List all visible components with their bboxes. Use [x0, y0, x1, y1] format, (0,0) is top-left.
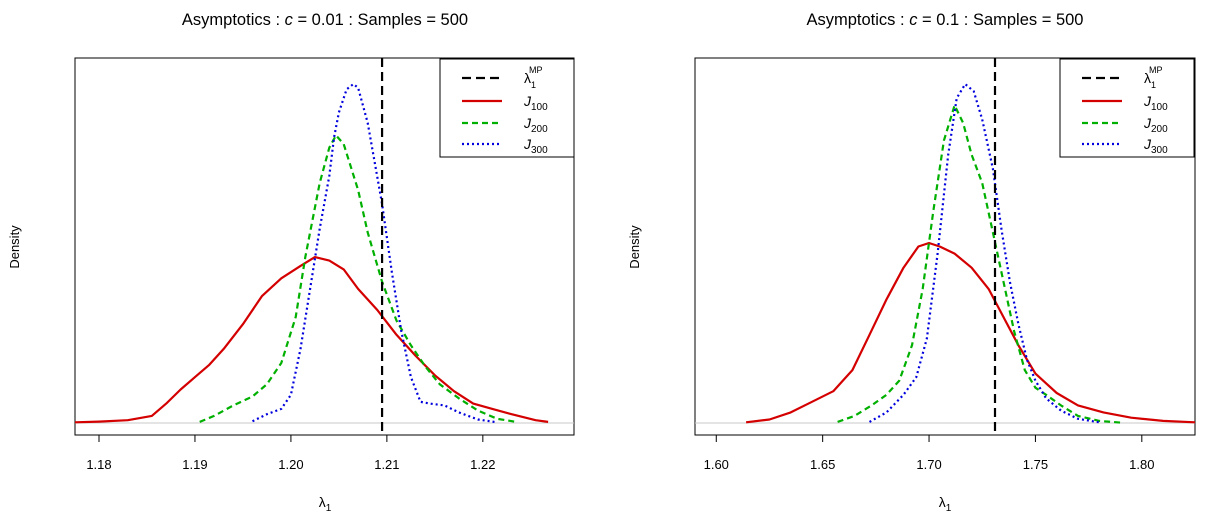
- legend-label-4: J300: [523, 136, 548, 156]
- x-axis-label: λ1: [319, 494, 332, 514]
- legend-label-main: J: [1143, 93, 1152, 109]
- legend-label-main: J: [1143, 115, 1152, 131]
- legend-label-1: λ1 MP: [1144, 65, 1163, 90]
- x-axis-ticks: 1.60 1.65 1.70 1.75 1.80: [704, 435, 1154, 472]
- x-tick-label: 1.65: [810, 457, 835, 472]
- series-group: [75, 82, 549, 424]
- x-tick-label: 1.20: [278, 457, 303, 472]
- x-tick-label: 1.18: [86, 457, 111, 472]
- legend-label-main: λ: [524, 70, 531, 86]
- chart-title: Asymptotics : c = 0.01 : Samples = 500: [182, 11, 468, 29]
- legend-label-main: J: [1143, 136, 1152, 152]
- legend-label-sub: 100: [1151, 102, 1168, 113]
- x-tick-label: 1.21: [374, 457, 399, 472]
- y-axis-label: Density: [7, 225, 22, 269]
- legend-label-2: J100: [1143, 93, 1168, 113]
- series-line-j-300: [868, 82, 1100, 424]
- x-tick-label: 1.80: [1129, 457, 1154, 472]
- title-suffix: = 0.01 : Samples = 500: [293, 11, 468, 29]
- series-line-j-100: [75, 256, 549, 424]
- legend-label-4: J300: [1143, 136, 1168, 156]
- x-tick-label: 1.19: [182, 457, 207, 472]
- legend-label-sup: MP: [529, 65, 543, 75]
- legend-box: [439, 58, 575, 158]
- legend-label-sub: 1: [1151, 80, 1156, 90]
- x-axis-label-sub: 1: [326, 503, 332, 514]
- x-tick-label: 1.22: [470, 457, 495, 472]
- x-tick-label: 1.60: [704, 457, 729, 472]
- title-c: c: [909, 11, 918, 29]
- title-suffix: = 0.1 : Samples = 500: [917, 11, 1083, 29]
- legend-label-sub: 200: [1151, 124, 1168, 135]
- legend-label-3: J200: [1143, 115, 1168, 135]
- x-axis-label: λ1: [939, 494, 952, 514]
- x-axis-label-sub: 1: [946, 503, 952, 514]
- legend-label-1: λ1 MP: [524, 65, 543, 90]
- x-axis-label-main: λ: [319, 494, 326, 510]
- legend-label-sub: 300: [1151, 145, 1168, 156]
- y-axis-label: Density: [627, 225, 642, 269]
- plot-frame: [694, 57, 1196, 436]
- series-line-j-200: [837, 104, 1121, 424]
- series-group: [745, 82, 1195, 424]
- x-axis-ticks: 1.18 1.19 1.20 1.21 1.22: [86, 435, 495, 472]
- series-line-j-200: [199, 134, 517, 423]
- series-line-j-100: [745, 241, 1195, 424]
- legend-label-main: J: [523, 136, 532, 152]
- title-prefix: Asymptotics :: [807, 11, 910, 29]
- legend-label-sub: 200: [531, 124, 548, 135]
- legend-label-2: J100: [523, 93, 548, 113]
- legend-label-3: J200: [523, 115, 548, 135]
- legend-box: [1059, 58, 1195, 158]
- legend-label-sub: 1: [531, 80, 536, 90]
- title-c: c: [285, 11, 294, 29]
- chart-title: Asymptotics : c = 0.1 : Samples = 500: [807, 11, 1084, 29]
- chart-panel-2: Asymptotics : c = 0.1 : Samples = 500 Den…: [627, 11, 1196, 514]
- legend-label-sub: 300: [531, 145, 548, 156]
- series-line-j-300: [252, 82, 498, 424]
- legend-label-main: J: [523, 93, 532, 109]
- title-prefix: Asymptotics :: [182, 11, 285, 29]
- legend-label-main: J: [523, 115, 532, 131]
- x-axis-label-main: λ: [939, 494, 946, 510]
- chart-panel-1: Asymptotics : c = 0.01 : Samples = 500 De…: [7, 11, 575, 514]
- legend-label-sub: 100: [531, 102, 548, 113]
- x-tick-label: 1.70: [916, 457, 941, 472]
- legend-label-main: λ: [1144, 70, 1151, 86]
- legend-label-sup: MP: [1149, 65, 1163, 75]
- x-tick-label: 1.75: [1023, 457, 1048, 472]
- plot-frame: [74, 57, 575, 436]
